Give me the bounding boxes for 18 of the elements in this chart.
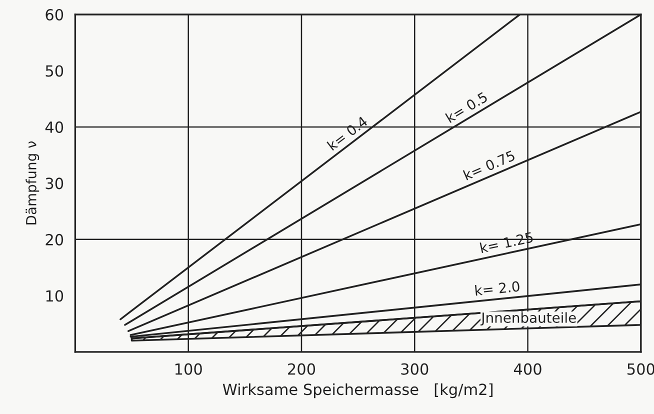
y-tick-label: 50: [46, 65, 64, 77]
x-tick-label: 500: [628, 363, 654, 375]
x-axis-title: Wirksame Speichermasse [kg/m2]: [222, 383, 492, 398]
y-tick-label: 60: [46, 8, 64, 21]
y-tick-label: 40: [45, 121, 64, 133]
text: k= 0.5: [445, 91, 488, 124]
y-tick-label: 30: [46, 178, 64, 190]
text: k= 0.75: [462, 150, 516, 180]
x-tick-label: 300: [401, 363, 428, 375]
y-axis-title: Dämpfung ν: [26, 141, 40, 224]
x-tick-label: 200: [288, 363, 316, 375]
y-tick-label: 10: [46, 290, 64, 302]
x-tick-label: 400: [514, 363, 542, 375]
series-label: Jnnenbauteile: [480, 312, 576, 326]
x-tick-label: 100: [175, 363, 202, 375]
text: k= 2.0: [474, 280, 520, 296]
text: k= 0.4: [326, 116, 368, 151]
y-tick-label: 20: [46, 234, 64, 246]
